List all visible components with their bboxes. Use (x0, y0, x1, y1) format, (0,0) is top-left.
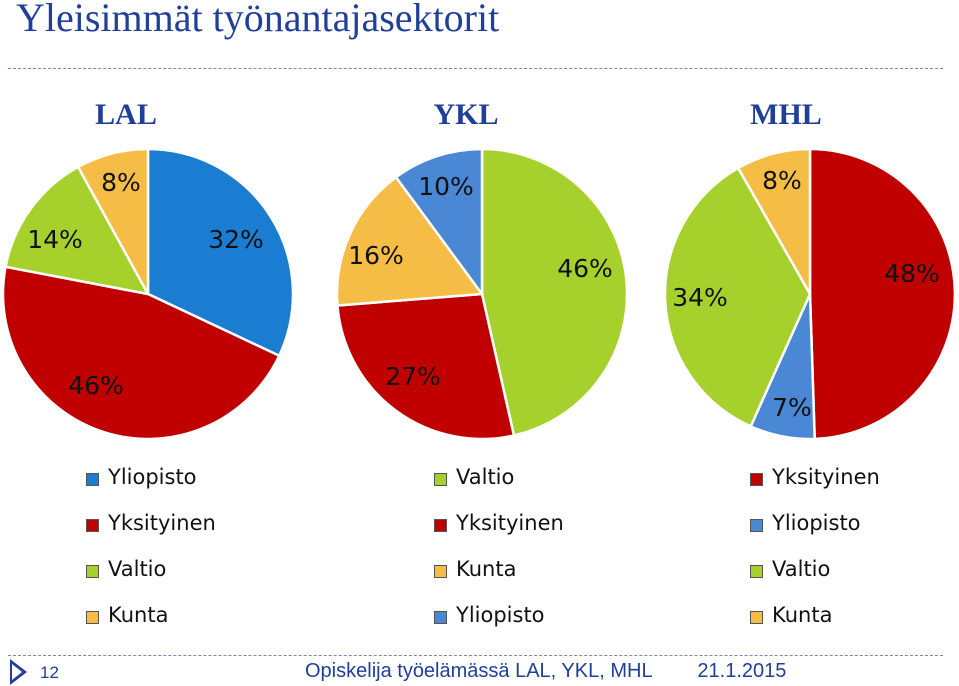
pie-charts: 32% 46% 14% 8% LAL 46% 27% 16% 10% YKL 48% 7% 34% 8% M… (1, 98, 957, 441)
legend-label: Yliopisto (108, 465, 197, 489)
legend-label: Kunta (108, 603, 169, 627)
pie-mhl-label-valtio: 34% (672, 283, 728, 312)
pie-mhl-label-yliopisto: 7% (772, 393, 812, 422)
pie-mhl-label-kunta: 8% (762, 166, 802, 195)
legend-label: Valtio (456, 465, 515, 489)
pie-ykl-label-yksityinen: 27% (385, 362, 441, 391)
pie-lal-label-valtio: 14% (27, 225, 83, 254)
pie-lal-label-yliopisto: 32% (208, 225, 264, 254)
legend-swatch (434, 565, 447, 578)
legend-item-yliopisto: Yliopisto (434, 603, 674, 651)
legend-swatch (86, 565, 99, 578)
pie-ykl-title: YKL (433, 98, 498, 131)
legend-swatch (750, 519, 763, 532)
legend-label: Yliopisto (772, 511, 861, 535)
legend-item-yksityinen: Yksityinen (750, 465, 959, 513)
legend-label: Yksityinen (772, 465, 880, 489)
pie-lal-slice-valtio (4, 165, 150, 296)
legend-swatch (750, 473, 763, 486)
legend-swatch (750, 565, 763, 578)
footer-caption: Opiskelija työelämässä LAL, YKL, MHL (305, 660, 652, 682)
legend-ykl: Valtio Yksityinen Kunta Yliopisto (434, 465, 674, 651)
legend-label: Kunta (456, 557, 517, 581)
legend-swatch (434, 519, 447, 532)
pie-ykl-label-valtio: 46% (557, 254, 613, 283)
legend-item-valtio: Valtio (750, 557, 959, 605)
pie-mhl-title: MHL (750, 98, 822, 131)
legend-item-valtio: Valtio (86, 557, 326, 605)
legend-swatch (434, 611, 447, 624)
pie-lal-slice-yksityinen (1, 265, 281, 441)
legend-label: Yliopisto (456, 603, 545, 627)
pie-ykl-slice-kunta (335, 175, 484, 307)
pie-mhl-slice-yksityinen (808, 147, 957, 441)
pie-mhl-label-yksityinen: 48% (884, 259, 940, 288)
legend-swatch (750, 611, 763, 624)
legend-swatch (86, 519, 99, 532)
legend-swatch (86, 611, 99, 624)
legend-label: Kunta (772, 603, 833, 627)
legend-item-yksityinen: Yksityinen (434, 511, 674, 559)
pie-lal-slice-kunta (76, 147, 150, 296)
footer-text: Opiskelija työelämässä LAL, YKL, MHL 21.… (305, 660, 786, 683)
legend-item-yliopisto: Yliopisto (750, 511, 959, 559)
legend-swatch (86, 473, 99, 486)
page-number: 12 (40, 663, 59, 682)
pie-lal-slice-yliopisto (146, 147, 295, 357)
legend-item-kunta: Kunta (750, 603, 959, 651)
pie-ykl-slice-yliopisto (394, 147, 484, 296)
pie-lal-label-kunta: 8% (101, 168, 141, 197)
legend-mhl: Yksityinen Yliopisto Valtio Kunta (750, 465, 959, 651)
legend-item-kunta: Kunta (434, 557, 674, 605)
legend-lal: Yliopisto Yksityinen Valtio Kunta (86, 465, 326, 651)
footer-arrow-icon (10, 659, 27, 685)
legend-item-yliopisto: Yliopisto (86, 465, 326, 513)
legend-label: Yksityinen (108, 511, 216, 535)
legend-label: Yksityinen (456, 511, 564, 535)
pie-lal-label-yksityinen: 46% (68, 371, 124, 400)
pie-ykl-slice-yksityinen (336, 292, 516, 441)
pie-ykl-label-kunta: 16% (348, 241, 404, 270)
pie-ykl-label-yliopisto: 10% (418, 172, 474, 201)
bottom-divider (8, 655, 943, 656)
legend-label: Valtio (108, 557, 167, 581)
legend-swatch (434, 473, 447, 486)
pie-lal-title: LAL (95, 98, 157, 131)
legend-item-valtio: Valtio (434, 465, 674, 513)
legend-item-kunta: Kunta (86, 603, 326, 651)
slide-title: Yleisimmät työnantajasektorit (16, 0, 500, 40)
legend-item-yksityinen: Yksityinen (86, 511, 326, 559)
footer-date: 21.1.2015 (697, 660, 787, 682)
legend-label: Valtio (772, 557, 831, 581)
top-divider (8, 68, 943, 69)
pie-ykl-slice-valtio (480, 147, 629, 437)
pie-mhl-slice-kunta (736, 147, 812, 296)
